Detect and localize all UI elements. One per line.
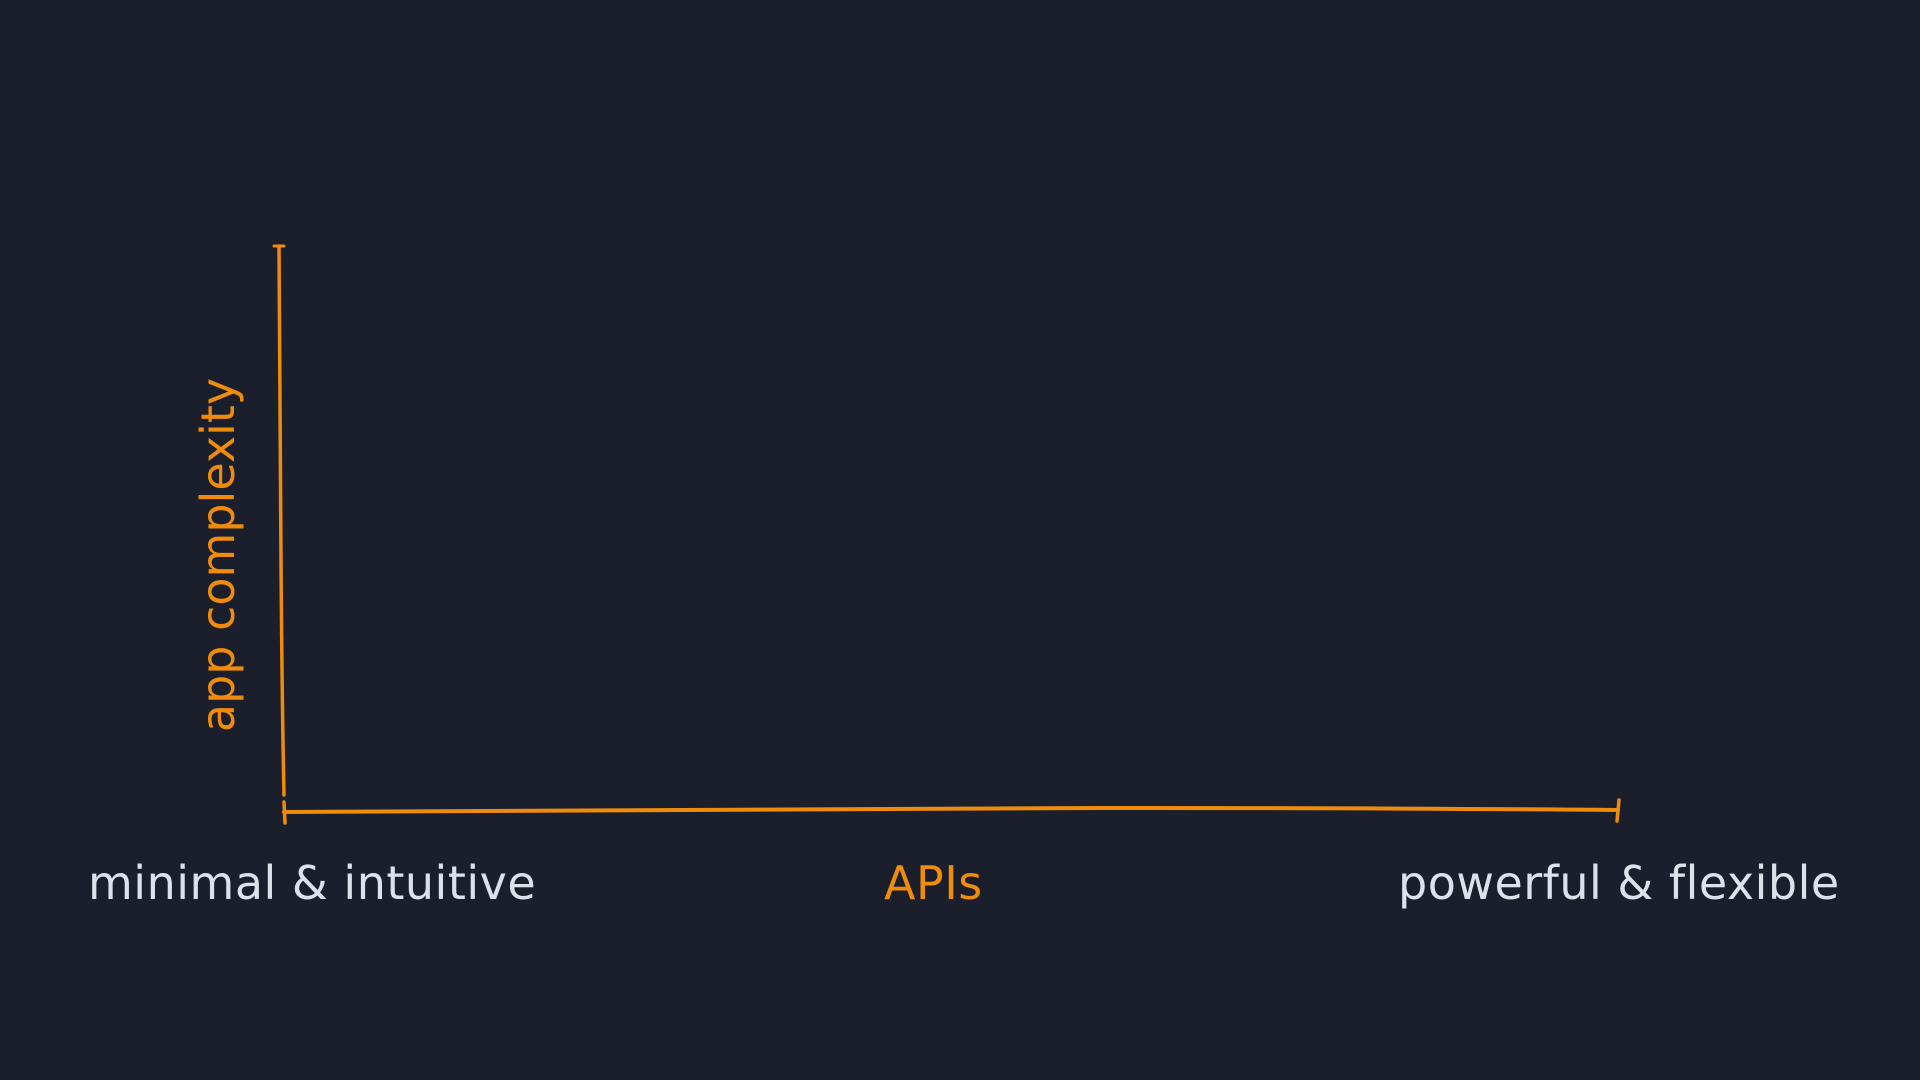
x-axis-right-label: powerful & flexible [1398, 860, 1840, 906]
x-axis-right-tick [1617, 800, 1619, 821]
x-axis-line [284, 808, 1618, 812]
y-axis-line [279, 246, 284, 795]
y-axis-label: app complexity [195, 378, 241, 732]
x-axis-left-tick [284, 802, 285, 823]
x-axis-left-label: minimal & intuitive [88, 860, 536, 906]
x-axis-label: APIs [884, 860, 983, 906]
